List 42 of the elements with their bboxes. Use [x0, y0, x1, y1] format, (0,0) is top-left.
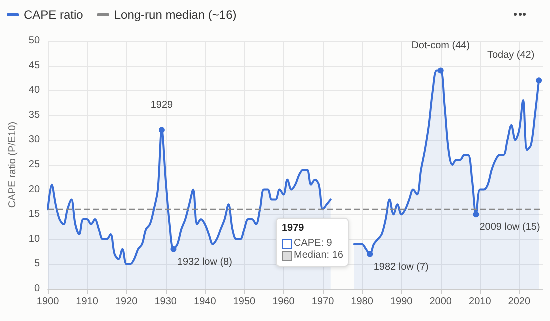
point — [158, 127, 165, 134]
x-tick-label: 1930 — [154, 296, 178, 308]
y-tick-label: 45 — [28, 60, 40, 72]
point — [367, 251, 374, 258]
x-tick-label: 2020 — [508, 296, 531, 308]
x-tick-label: 1900 — [36, 296, 60, 308]
annotation: Today (42) — [487, 50, 535, 62]
annotation: Dot-com (44) — [412, 40, 470, 52]
y-tick-label: 15 — [28, 209, 40, 220]
x-tick-label: 1950 — [233, 296, 256, 308]
y-axis-title: CAPE ratio (P/E10) — [8, 122, 18, 208]
annotation: 1982 low (7) — [374, 262, 429, 273]
x-tick-label: 1910 — [76, 296, 99, 308]
point — [473, 212, 480, 218]
y-tick-label: 35 — [28, 110, 40, 121]
x-tick-label: 1970 — [312, 296, 335, 308]
annotation: 1929 — [150, 100, 174, 111]
y-tick-label: 20 — [28, 184, 40, 196]
annotation: 1979 — [282, 223, 306, 235]
y-tick-label: 5 — [34, 258, 40, 270]
y-tick-label: 40 — [28, 85, 40, 96]
point — [438, 68, 444, 74]
legend-label: Long-run median (~16) — [114, 8, 237, 22]
x-tick-label: 1980 — [351, 296, 374, 308]
y-tick-label: 25 — [28, 160, 40, 170]
x-tick-label: 2000 — [430, 296, 452, 308]
y-tick-label: 50 — [28, 36, 40, 46]
y-tick-label: 10 — [28, 234, 40, 245]
point — [536, 78, 542, 84]
annotation: 2009 low (15) — [480, 222, 540, 234]
x-tick-label: 1920 — [115, 296, 138, 308]
annotation: CAPE: 9 — [294, 238, 332, 250]
annotation: Median: 16 — [294, 250, 344, 262]
legend-label: CAPE ratio — [24, 8, 84, 22]
point — [170, 246, 177, 252]
x-tick-label: 1940 — [194, 296, 217, 308]
y-tick-label: 30 — [28, 134, 40, 146]
x-tick-label: 2010 — [469, 296, 492, 308]
x-tick-label: 1990 — [390, 296, 414, 308]
y-tick-label: 0 — [34, 284, 40, 294]
annotation: 1932 low (8) — [177, 256, 232, 268]
x-tick-label: 1960 — [272, 296, 296, 308]
